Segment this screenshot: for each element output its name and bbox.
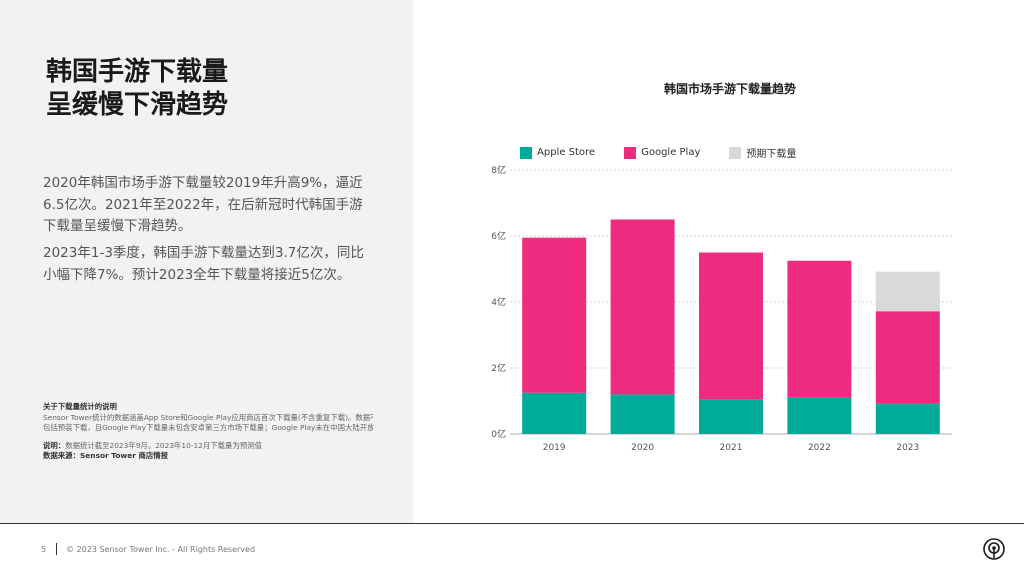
bar-segment	[610, 219, 675, 395]
notes-label-explanation: 说明：	[43, 440, 66, 450]
x-tick-label: 2021	[720, 443, 743, 453]
title-line-2: 呈缓慢下滑趋势	[46, 90, 229, 120]
y-tick-label: 0亿	[491, 428, 506, 440]
page-title: 韩国手游下载量 呈缓慢下滑趋势	[46, 56, 228, 122]
sensor-tower-logo-icon	[983, 538, 1005, 560]
notes-line-1: Sensor Tower统计的数据涵盖App Store和Google Play…	[43, 412, 373, 422]
title-line-1: 韩国手游下载量	[46, 57, 229, 87]
bar-segment	[875, 403, 940, 434]
bar-segment	[522, 392, 587, 434]
notes-explanation: 数据统计截至2023年9月。2023年10-12月下载量为预测值	[65, 440, 263, 450]
x-tick-label: 2022	[808, 443, 831, 453]
legend-swatch	[520, 146, 532, 159]
notes-heading: 关于下载量统计的说明	[43, 402, 117, 411]
legend-item: 预期下载量	[729, 145, 796, 160]
notes-line-2: 包括预装下载，且Google Play下载量未包含安卓第三方市场下载量；Goog…	[43, 423, 373, 432]
legend-label: Apple Store	[537, 147, 596, 158]
legend-item: Apple Store	[520, 145, 595, 160]
methodology-notes: 关于下载量统计的说明 Sensor Tower统计的数据涵盖App Store和…	[43, 402, 373, 462]
notes-line-3: 说明：数据统计截至2023年9月。2023年10-12月下载量为预测值	[43, 441, 373, 452]
bar-chart: 0亿 2亿 4亿 6亿 8亿 2019 2020 2021 2022 2023	[491, 164, 952, 453]
y-tick-label: 2亿	[491, 362, 506, 374]
y-tick-label: 4亿	[491, 296, 506, 308]
bar-segment	[610, 394, 675, 434]
bar-segment	[875, 271, 940, 312]
legend-label: 预期下载量	[746, 149, 797, 160]
notes-source: Sensor Tower 商店情报	[79, 451, 169, 460]
x-tick-label: 2020	[631, 443, 654, 453]
y-tick-label: 8亿	[491, 164, 506, 176]
legend-item: Google Play	[624, 145, 700, 160]
chart-legend: Apple Store Google Play 预期下载量	[520, 145, 825, 160]
bar-segment	[699, 399, 763, 434]
notes-line-4: 数据来源：Sensor Tower 商店情报	[43, 451, 373, 462]
chart-title: 韩国市场手游下载量趋势	[663, 82, 796, 96]
page-number: 5	[41, 544, 47, 554]
bar-segment	[875, 311, 940, 404]
footer-divider	[0, 523, 1024, 524]
bar-segment	[787, 397, 852, 434]
summary-paragraph-1: 2020年韩国市场手游下载量较2019年升高9%，逼近6.5亿次。2021年至2…	[43, 175, 363, 234]
legend-label: Google Play	[641, 147, 701, 158]
summary-paragraph-2: 2023年1-3季度，韩国手游下载量达到3.7亿次，同比小幅下降7%。预计202…	[43, 245, 364, 283]
x-tick-label: 2019	[543, 443, 566, 453]
x-tick-label: 2023	[896, 443, 919, 453]
notes-label-source: 数据来源：	[43, 451, 80, 460]
legend-swatch	[729, 146, 742, 159]
footer-separator	[56, 543, 58, 555]
bar-segment	[787, 260, 852, 398]
bar-segment	[522, 237, 587, 393]
bar-segment	[699, 252, 763, 400]
copyright-text: © 2023 Sensor Tower Inc. - All Rights Re…	[66, 544, 256, 554]
left-panel	[0, 0, 413, 524]
y-tick-label: 6亿	[491, 230, 506, 242]
footer: 5 © 2023 Sensor Tower Inc. - All Rights …	[41, 543, 255, 555]
legend-swatch	[624, 146, 637, 159]
